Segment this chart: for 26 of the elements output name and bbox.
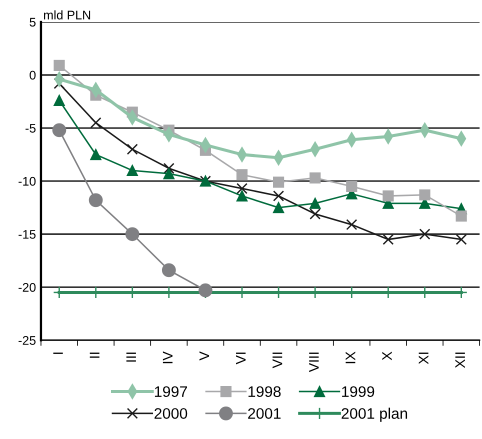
x-tick-label: IV [162,351,172,364]
legend-label: 1998 [248,386,281,398]
x-tick-label: XI [418,352,428,364]
x-tick-label: VIII [309,352,319,372]
y-tick-label: -5 [26,124,36,133]
y-tick-label: -20 [18,282,36,292]
x-tick-label: VII [272,352,282,368]
y-tick-label: 0 [30,70,36,80]
legend-label: 2001 [248,408,281,419]
x-tick-label: V [199,351,210,361]
legend-label: 1997 [154,386,188,398]
legend-label: 2001 plan [342,408,408,422]
x-tick-label: VI [236,352,246,364]
x-tick-label: I [53,352,63,354]
y-axis-title: mld PLN [44,10,90,20]
legend-label: 2000 [154,408,188,419]
x-tick-label: III [126,352,136,362]
y-tick-label: -25 [18,336,36,345]
y-tick-label: 5 [30,18,36,27]
x-tick-label: IX [346,352,356,364]
x-tick-label: XII [455,352,465,368]
y-tick-label: -15 [18,230,36,239]
x-tick-label: X [382,352,392,360]
x-tick-label: II [90,352,100,358]
y-tick-label: -10 [18,176,36,186]
legend-label: 1999 [342,386,374,398]
